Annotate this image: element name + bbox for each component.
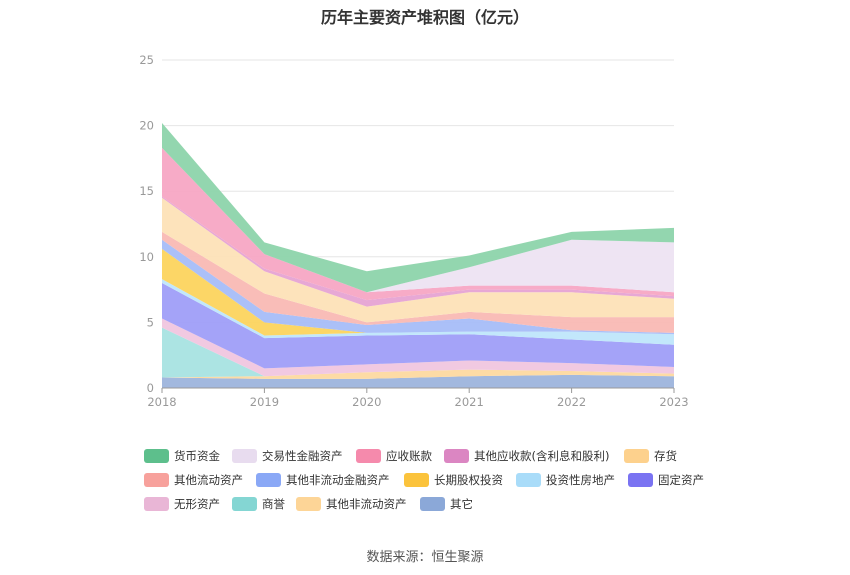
legend-swatch <box>624 449 649 463</box>
legend-item[interactable]: 其他应收款(含利息和股利) <box>444 448 609 464</box>
legend-swatch <box>144 449 169 463</box>
legend-label: 货币资金 <box>174 449 220 463</box>
legend-swatch <box>296 497 321 511</box>
x-tick-label: 2023 <box>659 395 688 409</box>
legend-item[interactable]: 固定资产 <box>628 472 704 488</box>
area-series-其他应收款(含利息和股利) <box>162 196 674 307</box>
y-tick-label: 20 <box>139 119 154 133</box>
legend-item[interactable]: 其它 <box>420 496 473 512</box>
legend-item[interactable]: 其他流动资产 <box>144 472 243 488</box>
legend-swatch <box>444 449 469 463</box>
legend-label: 其他非流动资产 <box>326 497 407 511</box>
legend-label: 其他应收款(含利息和股利) <box>474 449 610 463</box>
x-tick-label: 2021 <box>455 395 484 409</box>
legend-swatch <box>144 473 169 487</box>
legend-item[interactable]: 存货 <box>624 448 677 464</box>
legend-swatch <box>404 473 429 487</box>
area-series-其它 <box>162 374 674 388</box>
legend-label: 投资性房地产 <box>546 473 615 487</box>
x-tick-label: 2020 <box>352 395 381 409</box>
x-tick-label: 2018 <box>147 395 176 409</box>
legend-label: 无形资产 <box>174 497 220 511</box>
legend-label: 长期股权投资 <box>434 473 503 487</box>
area-series-存货 <box>162 197 674 323</box>
legend-swatch <box>144 497 169 511</box>
area-series-其他非流动资产 <box>162 369 674 379</box>
data-source-note: 数据来源：恒生聚源 <box>366 550 484 565</box>
legend-label: 固定资产 <box>658 473 704 487</box>
y-tick-label: 15 <box>139 184 154 198</box>
legend-label: 其它 <box>450 497 473 511</box>
legend-item[interactable]: 交易性金融资产 <box>232 448 343 464</box>
legend-swatch <box>232 449 257 463</box>
legend-swatch <box>232 497 257 511</box>
legend-swatch <box>256 473 281 487</box>
x-tick-label: 2022 <box>557 395 586 409</box>
legend-label: 其他流动资产 <box>174 473 243 487</box>
x-tick-label: 2019 <box>250 395 279 409</box>
chart-title: 历年主要资产堆积图（亿元） <box>320 8 529 27</box>
legend-item[interactable]: 投资性房地产 <box>516 472 615 488</box>
legend-swatch <box>516 473 541 487</box>
area-series-无形资产 <box>162 318 674 377</box>
legend-label: 商誉 <box>262 497 285 511</box>
legend-item[interactable]: 无形资产 <box>144 496 220 512</box>
legend-swatch <box>628 473 653 487</box>
legend-swatch <box>420 497 445 511</box>
legend-label: 交易性金融资产 <box>262 449 343 463</box>
area-series-商誉 <box>162 327 674 378</box>
legend-swatch <box>356 449 381 463</box>
y-tick-label: 25 <box>139 53 154 67</box>
legend-item[interactable]: 其他非流动资产 <box>296 496 407 512</box>
y-tick-label: 0 <box>147 381 154 395</box>
legend-item[interactable]: 其他非流动金融资产 <box>256 472 390 488</box>
legend-item[interactable]: 货币资金 <box>144 448 220 464</box>
area-series-投资性房地产 <box>162 279 674 345</box>
stacked-area-chart: 0 5 10 15 20 25 2018 2019 2020 2021 2022 2023 <box>139 53 688 409</box>
area-series-其他流动资产 <box>162 231 674 333</box>
area-series-交易性金融资产 <box>162 147 674 293</box>
legend-label: 其他非流动金融资产 <box>286 473 390 487</box>
area-series-货币资金 <box>162 122 674 293</box>
legend-item[interactable]: 长期股权投资 <box>404 472 503 488</box>
legend-item[interactable]: 应收账款 <box>356 448 432 464</box>
legend-label: 存货 <box>654 449 677 463</box>
area-series-固定资产 <box>162 283 674 369</box>
area-series-group <box>162 122 674 388</box>
y-tick-label: 10 <box>139 250 154 264</box>
legend-label: 应收账款 <box>386 449 432 463</box>
y-tick-label: 5 <box>147 315 154 329</box>
legend-item[interactable]: 商誉 <box>232 496 285 512</box>
axes: 0 5 10 15 20 25 2018 2019 2020 2021 2022 2023 <box>139 53 688 409</box>
